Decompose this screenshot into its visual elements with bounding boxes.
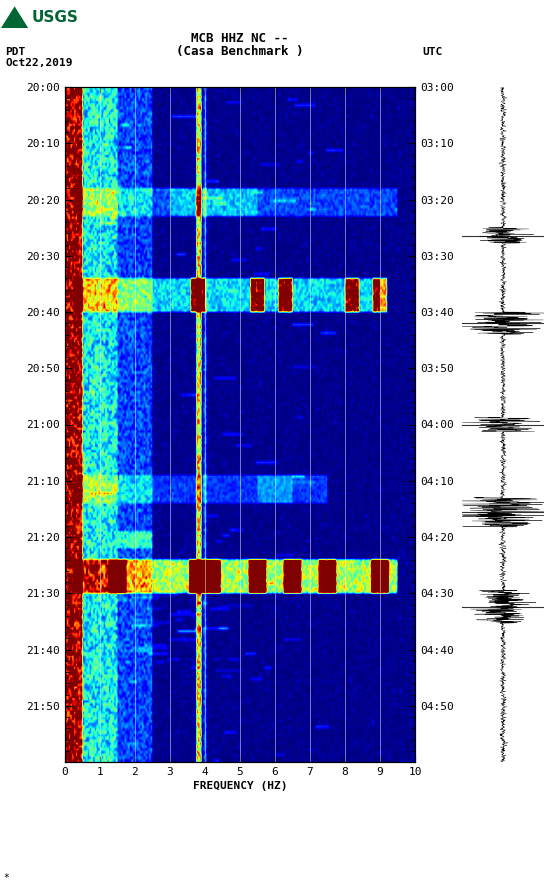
Text: USGS: USGS — [31, 10, 78, 25]
X-axis label: FREQUENCY (HZ): FREQUENCY (HZ) — [193, 781, 287, 791]
Polygon shape — [1, 6, 28, 28]
Text: MCB HHZ NC --: MCB HHZ NC -- — [191, 31, 289, 45]
Text: (Casa Benchmark ): (Casa Benchmark ) — [176, 46, 304, 59]
Text: Oct22,2019: Oct22,2019 — [5, 58, 72, 68]
Text: PDT: PDT — [5, 47, 25, 57]
Text: UTC: UTC — [422, 47, 442, 57]
Text: *: * — [3, 873, 9, 883]
